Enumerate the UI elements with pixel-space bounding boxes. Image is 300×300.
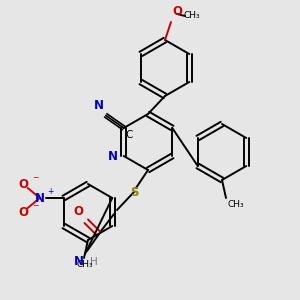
Text: O: O <box>172 5 182 18</box>
Text: CH₃: CH₃ <box>77 260 93 269</box>
Text: N: N <box>74 255 84 268</box>
Text: CH₃: CH₃ <box>183 11 200 20</box>
Text: H: H <box>90 257 98 267</box>
Text: O: O <box>19 206 29 218</box>
Text: N: N <box>108 149 118 163</box>
Text: O: O <box>19 178 29 190</box>
Text: −: − <box>32 202 38 211</box>
Text: S: S <box>130 185 138 199</box>
Text: CH₃: CH₃ <box>227 200 244 209</box>
Text: N: N <box>94 99 104 112</box>
Text: −: − <box>32 173 38 182</box>
Text: +: + <box>47 188 53 196</box>
Text: C: C <box>126 130 133 140</box>
Text: N: N <box>35 191 45 205</box>
Text: O: O <box>73 205 83 218</box>
